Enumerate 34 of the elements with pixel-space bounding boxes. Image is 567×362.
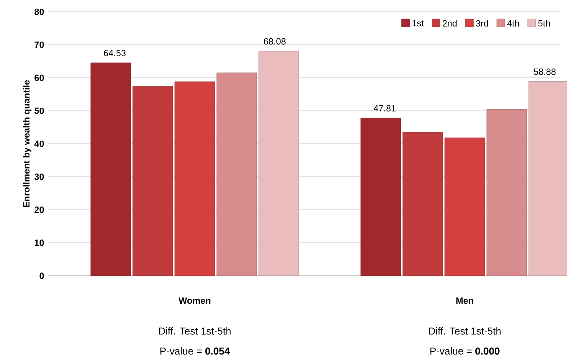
- legend-label: 5th: [538, 20, 550, 27]
- text: P-value = 0.000: [430, 348, 500, 355]
- legend-label: 2nd: [442, 20, 457, 27]
- y-tick-label: 30: [34, 174, 44, 180]
- y-axis-title: Enrollment by wealth quantile: [23, 80, 32, 208]
- bar: [90, 62, 132, 276]
- legend-label: 1st: [412, 20, 424, 27]
- bar: [216, 72, 258, 276]
- legend-label: 4th: [507, 20, 520, 27]
- y-tick-label: 0: [40, 272, 44, 280]
- y-tick-label: 70: [34, 42, 44, 48]
- text: Diff. Test 1st-5th: [429, 328, 501, 335]
- x-tick-label: Women: [178, 298, 211, 304]
- data-label: 58.88: [534, 68, 556, 76]
- bar: [132, 86, 174, 276]
- bar: [360, 118, 402, 276]
- legend-label: 3rd: [476, 20, 488, 27]
- text: Diff. Test 1st-5th: [159, 328, 231, 335]
- y-tick-label: 20: [34, 206, 44, 214]
- y-tick-label: 50: [34, 108, 44, 114]
- data-label: 68.08: [264, 38, 286, 45]
- y-tick-label: 10: [35, 240, 44, 246]
- y-tick-label: 40: [34, 140, 44, 148]
- bar: [258, 51, 300, 276]
- bar: [402, 132, 444, 276]
- y-tick-label: 60: [34, 74, 44, 82]
- bar: [174, 82, 216, 276]
- bar: [486, 109, 528, 276]
- data-label: 47.81: [374, 105, 396, 112]
- y-tick-label: 80: [34, 8, 44, 16]
- bar: [444, 138, 486, 276]
- data-label: 64.53: [104, 50, 126, 57]
- text: P-value = 0.054: [160, 348, 230, 355]
- x-tick-label: Men: [456, 298, 474, 304]
